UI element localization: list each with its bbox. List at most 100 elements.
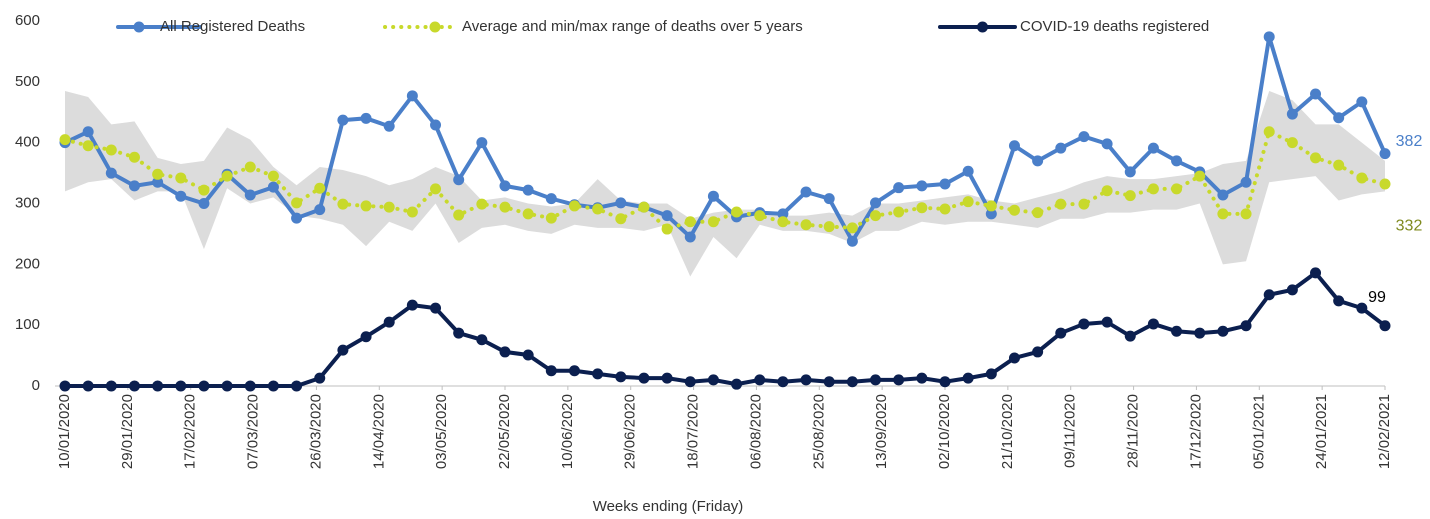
marker: [568, 200, 580, 212]
series-line: [63, 128, 1387, 232]
marker: [314, 372, 326, 384]
marker: [337, 344, 349, 356]
y-tick-label: 300: [15, 194, 40, 211]
marker: [314, 204, 326, 216]
marker: [291, 197, 303, 209]
marker: [499, 346, 511, 358]
marker: [1310, 88, 1322, 100]
marker: [59, 380, 71, 392]
marker: [1124, 190, 1136, 202]
marker: [152, 380, 164, 392]
marker: [684, 376, 696, 388]
marker: [1194, 170, 1206, 182]
legend-label: COVID-19 deaths registered: [1020, 18, 1209, 35]
marker: [1263, 289, 1275, 301]
x-axis-label: Weeks ending (Friday): [593, 498, 744, 515]
marker: [1032, 346, 1044, 358]
marker: [1286, 284, 1298, 296]
marker: [1032, 155, 1044, 167]
marker: [453, 209, 465, 221]
x-tick-label: 06/08/2020: [747, 394, 764, 469]
marker: [383, 201, 395, 213]
marker: [962, 372, 974, 384]
marker: [615, 197, 627, 209]
marker: [522, 184, 534, 196]
marker: [175, 190, 187, 202]
marker: [1055, 198, 1067, 210]
x-tick-label: 17/02/2020: [182, 394, 199, 469]
marker: [870, 210, 882, 222]
marker: [1124, 166, 1136, 178]
marker: [198, 198, 210, 209]
marker: [1101, 185, 1113, 197]
marker: [1379, 320, 1391, 332]
marker: [731, 206, 743, 218]
marker: [893, 206, 905, 218]
marker: [916, 202, 928, 214]
marker: [1055, 142, 1067, 154]
marker: [800, 186, 812, 198]
x-tick-label: 07/03/2020: [245, 394, 262, 469]
marker: [1078, 318, 1090, 330]
legend-label: All Registered Deaths: [160, 18, 305, 35]
marker: [1055, 327, 1067, 339]
marker: [1263, 126, 1275, 138]
marker: [1194, 327, 1206, 339]
marker: [661, 223, 673, 235]
y-tick-label: 400: [15, 134, 40, 151]
marker: [962, 165, 974, 177]
marker: [1171, 183, 1183, 195]
marker: [314, 182, 326, 194]
marker: [846, 376, 858, 388]
marker: [383, 316, 395, 328]
marker: [1147, 183, 1159, 195]
x-tick-label: 14/04/2020: [370, 394, 387, 469]
marker: [360, 200, 372, 212]
marker: [823, 376, 835, 388]
marker: [198, 380, 210, 392]
marker: [244, 380, 256, 392]
marker: [1333, 295, 1345, 307]
marker: [754, 374, 766, 386]
marker: [707, 374, 719, 386]
marker: [707, 190, 719, 202]
marker: [1147, 318, 1159, 330]
x-tick-label: 10/01/2020: [56, 394, 73, 469]
marker: [406, 90, 418, 102]
marker: [1263, 31, 1275, 43]
marker: [175, 380, 187, 392]
marker: [59, 134, 71, 146]
marker: [661, 372, 673, 384]
marker: [152, 176, 164, 188]
legend-marker: [429, 21, 441, 33]
y-tick-label: 200: [15, 255, 40, 272]
marker: [1008, 140, 1020, 152]
x-tick-label: 05/01/2021: [1250, 394, 1267, 469]
marker: [939, 203, 951, 215]
x-tick-label: 09/11/2020: [1062, 394, 1079, 468]
marker: [221, 380, 233, 392]
marker: [1333, 159, 1345, 171]
marker: [1379, 148, 1391, 160]
marker: [1078, 131, 1090, 143]
marker: [1286, 137, 1298, 149]
marker: [1217, 189, 1229, 201]
data-label: 99: [1368, 289, 1386, 306]
marker: [1240, 320, 1252, 332]
marker: [870, 374, 882, 386]
marker: [105, 167, 117, 179]
marker: [82, 140, 94, 152]
marker: [128, 380, 140, 392]
marker: [985, 200, 997, 212]
marker: [476, 198, 488, 210]
x-tick-label: 03/05/2020: [433, 394, 450, 469]
marker: [383, 120, 395, 132]
y-tick-label: 0: [32, 377, 40, 394]
marker: [684, 231, 696, 243]
marker: [175, 172, 187, 184]
marker: [406, 299, 418, 311]
marker: [939, 178, 951, 190]
marker: [244, 161, 256, 173]
x-tick-label: 10/06/2020: [559, 394, 576, 469]
